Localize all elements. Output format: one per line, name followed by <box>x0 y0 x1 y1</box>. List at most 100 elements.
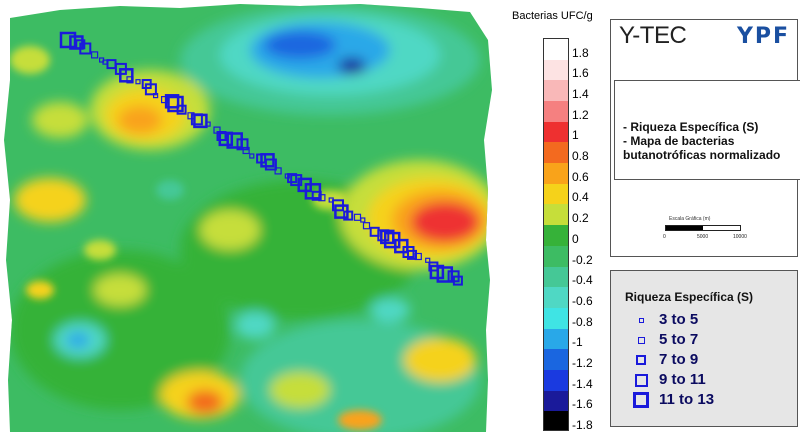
map-surface <box>4 4 492 432</box>
sample-transect <box>59 31 463 286</box>
color-scale-label: -1.2 <box>572 355 593 370</box>
sample-point <box>452 275 463 286</box>
color-scale-swatch <box>544 287 568 309</box>
scale-bar <box>665 225 741 231</box>
color-scale-label: -1.6 <box>572 397 593 412</box>
color-scale-swatch <box>544 39 568 61</box>
color-scale-label: 1.4 <box>572 87 589 102</box>
sample-point <box>79 42 92 55</box>
color-scale-swatch <box>544 349 568 371</box>
square-symbol-icon <box>637 336 645 344</box>
sample-point <box>164 94 180 109</box>
legend-label: 11 to 13 <box>659 391 715 408</box>
color-scale-label: -1.8 <box>572 418 593 432</box>
sample-point <box>249 153 255 159</box>
color-scale-swatch <box>544 266 568 289</box>
color-scale-swatch <box>544 411 568 430</box>
color-scale-swatch <box>544 101 568 123</box>
legend-title: Riqueza Específica (S) <box>625 290 754 304</box>
color-scale-label: -1 <box>572 335 583 350</box>
sample-point <box>274 167 282 175</box>
sample-point <box>167 95 184 113</box>
color-scale-swatch <box>544 328 568 351</box>
legend-label: 5 to 7 <box>659 331 699 348</box>
description-line: butanotróficas normalizado <box>623 148 781 162</box>
title-panel: Y-TEC YPF - Riqueza Específica (S) - Map… <box>610 19 800 257</box>
sample-point <box>144 83 157 96</box>
sample-point <box>380 229 395 245</box>
sample-point <box>218 131 234 147</box>
sample-point <box>425 257 431 263</box>
bacteria-contour-map <box>4 4 492 432</box>
sample-point <box>153 92 159 99</box>
color-scale-swatch <box>544 142 568 165</box>
scale-tick: 0 <box>663 234 666 240</box>
symbol-legend: Riqueza Específica (S) 3 to 5 5 to 7 7 to … <box>610 270 798 427</box>
color-scale-swatch <box>544 59 568 82</box>
color-scale-label: -1.4 <box>572 376 593 391</box>
color-scale-swatch <box>544 80 568 103</box>
sample-point <box>205 121 211 127</box>
description-box: - Riqueza Específica (S) - Mapa de bacte… <box>614 80 800 180</box>
color-scale-swatch <box>544 163 568 185</box>
description-line: - Mapa de bacterias <box>623 134 735 148</box>
sample-point <box>343 210 354 221</box>
sample-point <box>318 194 326 202</box>
legend-item: 3 to 5 <box>611 311 799 331</box>
color-scale-bar <box>543 38 569 431</box>
color-scale-label: 1 <box>572 128 579 143</box>
color-scale-label: -0.2 <box>572 252 593 267</box>
legend-label: 7 to 9 <box>659 351 699 368</box>
square-symbol-icon <box>638 317 644 323</box>
scale-bar-label: Escala Gráfica (m) <box>669 216 711 222</box>
brand-logo: YPF <box>737 24 791 49</box>
sample-point <box>311 190 322 201</box>
color-scale-swatch <box>544 369 568 392</box>
sample-point <box>226 132 243 149</box>
color-scale-label: -0.4 <box>572 273 593 288</box>
color-scale-swatch <box>544 121 568 144</box>
color-scale-swatch <box>544 245 568 268</box>
sample-point <box>176 104 187 115</box>
sample-point <box>360 217 366 223</box>
color-scale-label: 1.8 <box>572 45 589 60</box>
sample-point <box>126 76 134 84</box>
color-scale-label: 0.4 <box>572 190 589 205</box>
color-scale-swatch <box>544 204 568 227</box>
color-scale-label: -0.6 <box>572 293 593 308</box>
description-line: - Riqueza Específica (S) <box>623 120 759 134</box>
square-symbol-icon <box>633 392 649 408</box>
scale-tick: 5000 <box>697 234 709 240</box>
legend-item: 9 to 11 <box>611 371 799 391</box>
legend-item: 11 to 13 <box>611 391 799 411</box>
sample-point <box>242 146 250 155</box>
color-scale-label: -0.8 <box>572 314 593 329</box>
sample-point <box>59 31 77 49</box>
legend-label: 3 to 5 <box>659 311 699 328</box>
scale-bar-panel: Escala Gráfica (m) 0 5000 10000 <box>611 190 797 256</box>
sample-point <box>353 213 362 221</box>
sample-point <box>193 113 208 129</box>
color-scale-label: 0.8 <box>572 149 589 164</box>
sample-point <box>264 158 277 171</box>
sample-point <box>414 252 422 261</box>
sample-point <box>119 68 134 83</box>
color-scale-label: 0.6 <box>572 169 589 184</box>
legend-item: 7 to 9 <box>611 351 799 371</box>
sample-point <box>436 266 454 283</box>
legend-label: 9 to 11 <box>659 371 706 388</box>
scale-tick: 10000 <box>733 234 747 240</box>
color-scale-label: 0 <box>572 231 579 246</box>
color-scale-swatch <box>544 183 568 206</box>
sample-point <box>135 79 141 85</box>
sample-point <box>407 249 417 260</box>
sample-point <box>362 222 371 230</box>
sample-point <box>236 138 249 151</box>
color-scale-swatch <box>544 307 568 330</box>
legend-item: 5 to 7 <box>611 331 799 351</box>
color-scale-title: Bacterias UFC/g <box>512 10 593 22</box>
color-scale-label: 1.2 <box>572 107 589 122</box>
color-scale-label: 0.2 <box>572 211 589 226</box>
square-symbol-icon <box>636 355 646 365</box>
